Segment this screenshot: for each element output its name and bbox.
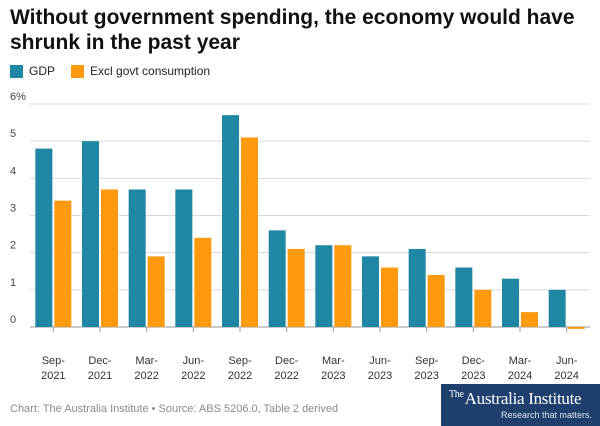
x-tick-label: Mar- — [322, 355, 345, 367]
bar-gdp — [175, 189, 193, 327]
x-tick-label: Sep- — [228, 355, 252, 367]
legend-item-excl-govt: Excl govt consumption — [71, 64, 210, 78]
x-tick-label: 2023 — [321, 370, 345, 382]
bar-gdp — [128, 189, 146, 327]
bar-gdp — [455, 267, 473, 327]
bar-excl-govt — [194, 237, 212, 327]
bar-gdp — [82, 141, 99, 327]
x-tick-label: Mar- — [135, 355, 158, 367]
x-tick-label: Jun- — [183, 355, 205, 367]
x-tick-label: 2021 — [41, 370, 65, 382]
bar-excl-govt — [54, 200, 72, 327]
x-tick-label: Jun- — [556, 355, 578, 367]
chart-title: Without government spending, the economy… — [10, 6, 575, 54]
bar-excl-govt — [427, 274, 445, 327]
y-tick-label: 0 — [10, 314, 16, 326]
x-tick-label: Dec- — [275, 355, 299, 367]
x-tick-label: 2022 — [228, 370, 252, 382]
bar-excl-govt — [241, 137, 258, 327]
legend-label-excl-govt: Excl govt consumption — [90, 64, 211, 78]
bar-gdp — [222, 115, 239, 328]
x-tick-label: 2023 — [368, 370, 392, 382]
bar-chart: 0 1 2 3 4 5 6% Sep- 2021 Dec- 2021 Mar- 2022 Jun- 2022… — [10, 91, 590, 382]
bar-gdp — [268, 230, 286, 327]
logo-name: Australia Institute — [464, 389, 582, 408]
x-tick-label: 2024 — [508, 370, 532, 382]
bar-gdp — [548, 289, 566, 327]
bar-gdp — [315, 245, 333, 327]
x-tick-label: Mar- — [509, 355, 532, 367]
bar-gdp — [502, 278, 519, 327]
legend: GDP Excl govt consumption — [10, 64, 226, 78]
x-tick-label: 2023 — [414, 370, 438, 382]
bar-gdp — [408, 248, 426, 327]
y-tick-label: 6% — [10, 91, 26, 103]
legend-swatch-gdp — [10, 64, 23, 78]
x-tick-label: 2022 — [134, 370, 158, 382]
legend-item-gdp: GDP — [10, 64, 55, 78]
x-tick-label: 2022 — [274, 370, 298, 382]
y-tick-label: 4 — [10, 165, 16, 177]
bar-excl-govt — [101, 189, 118, 327]
y-tick-label: 5 — [10, 128, 16, 140]
x-tick-label: 2021 — [88, 370, 112, 382]
legend-label-gdp: GDP — [29, 64, 56, 78]
logo-wordmark: TheAustralia Institute — [449, 389, 582, 409]
x-tick-label: Dec- — [88, 355, 112, 367]
x-tick-label: Dec- — [462, 355, 486, 367]
x-tick-label: 2022 — [181, 370, 205, 382]
x-tick-label: 2024 — [554, 370, 578, 382]
legend-swatch-excl-govt — [71, 64, 85, 78]
bar-excl-govt — [567, 327, 585, 329]
logo-the: The — [449, 389, 464, 400]
bar-excl-govt — [287, 248, 305, 327]
australia-institute-logo: TheAustralia Institute Research that mat… — [441, 384, 600, 426]
x-tick-label: Jun- — [369, 355, 391, 367]
y-tick-label: 1 — [10, 277, 16, 289]
logo-tagline: Research that matters. — [500, 410, 592, 420]
bar-excl-govt — [334, 245, 352, 327]
bar-excl-govt — [381, 267, 398, 327]
bar-gdp — [362, 256, 379, 327]
y-tick-label: 2 — [10, 240, 16, 252]
x-tick-label: Sep- — [42, 355, 66, 367]
x-tick-label: Sep- — [415, 355, 439, 367]
bar-excl-govt — [147, 256, 165, 327]
bar-excl-govt — [474, 289, 492, 327]
y-tick-label: 3 — [10, 203, 16, 215]
chart-source-footer: Chart: The Australia Institute • Source:… — [10, 403, 339, 415]
bar-gdp — [35, 148, 53, 327]
bar-excl-govt — [521, 312, 538, 327]
x-tick-label: 2023 — [461, 370, 485, 382]
